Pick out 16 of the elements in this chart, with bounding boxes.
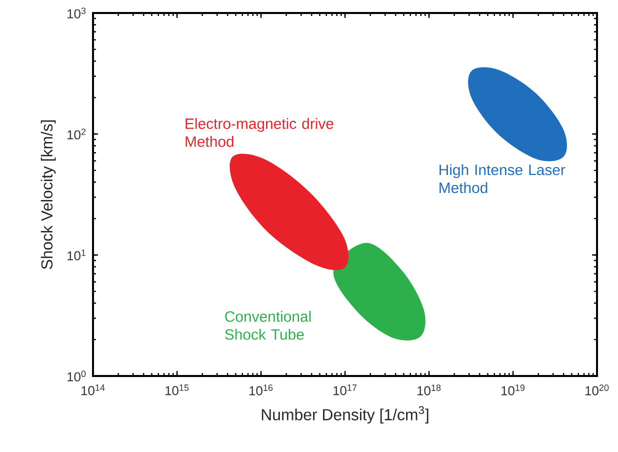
x-tick-label: 10$^{16}$ xyxy=(250,384,273,396)
y-tick-label: 10$^{3}$ xyxy=(68,8,86,18)
x-tick-label: 10$^{17}$ xyxy=(334,384,357,396)
x-tick-label: 10$^{18}$ xyxy=(418,384,441,396)
x-tick-label: 10$^{20}$ xyxy=(586,384,609,396)
x-tick-label: 10$^{19}$ xyxy=(502,384,525,396)
x-tick-label: 10$^{14}$ xyxy=(82,384,105,396)
series-label: High Intense Laser Method xyxy=(440,164,566,194)
y-axis-title: Shock Velocity [km/s] xyxy=(40,120,56,270)
x-tick-label: 10$^{15}$ xyxy=(166,384,189,396)
series-label: Electro-magnetic drive Method xyxy=(186,118,334,147)
x-axis-title: Number Density [1/cm$^{3}$] xyxy=(262,406,428,424)
y-tick-label: 10$^{2}$ xyxy=(68,128,86,140)
text: Conventional Shock Tube xyxy=(225,310,311,340)
y-tick-label: 10$^{1}$ xyxy=(68,250,86,260)
y-tick-label: 10$^{0}$ xyxy=(68,370,86,382)
